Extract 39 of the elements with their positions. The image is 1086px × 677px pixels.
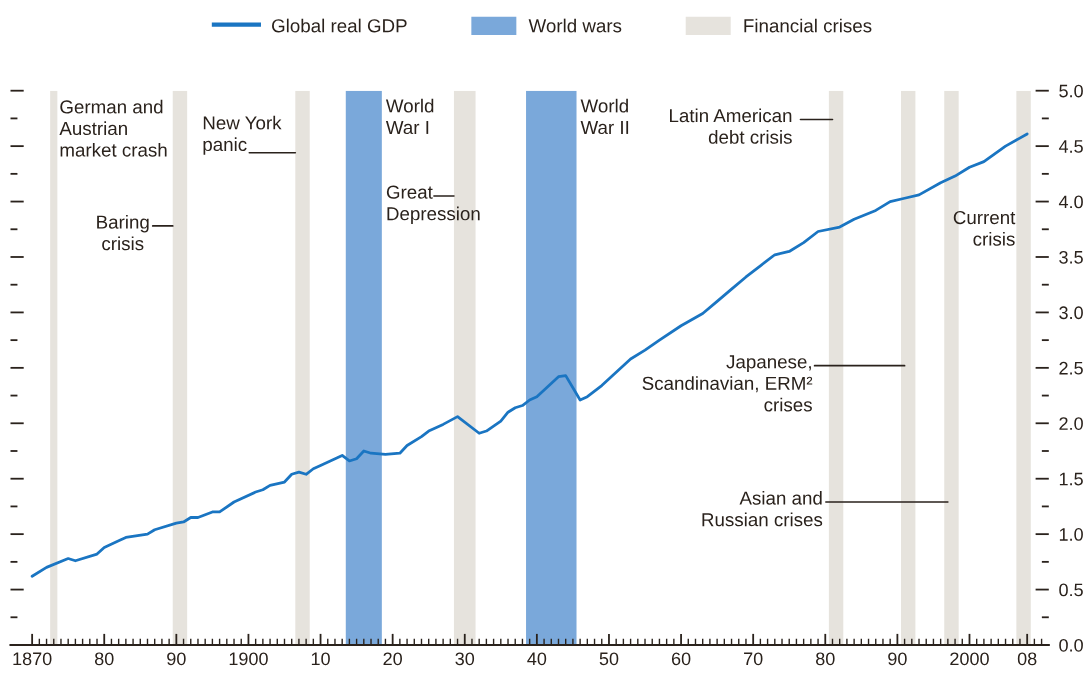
legend-label: World wars	[528, 18, 622, 33]
x-tick-label: 2000	[950, 652, 989, 666]
annotation: Latin American debt crisis	[670, 108, 792, 144]
legend-label: Financial crises	[744, 18, 872, 33]
y-tick-label: 3.0	[1059, 306, 1083, 320]
x-tick-label: 80	[94, 652, 114, 666]
x-tick-label: 50	[599, 652, 619, 666]
y-tick-label: 0.0	[1059, 638, 1083, 652]
x-tick-label: 40	[527, 652, 547, 666]
annotation: World War I	[385, 98, 434, 135]
annotation: Asian and Russian crises	[702, 490, 823, 527]
annotation: Great Depression	[386, 185, 480, 225]
x-tick-label: 90	[888, 652, 907, 666]
annotation: World War II	[580, 98, 629, 135]
y-tick-label: 2.5	[1059, 361, 1083, 375]
x-tick-label: 60	[671, 652, 691, 666]
y-tick-label: 3.5	[1059, 250, 1083, 264]
y-tick-label: 2.0	[1059, 417, 1083, 430]
annotation: German and Austrian market crash	[59, 99, 167, 157]
x-tick-label: 10	[311, 652, 330, 666]
y-tick-label: 4.0	[1058, 195, 1083, 209]
y-tick-label: 0.5	[1059, 583, 1083, 597]
y-tick-label: 1.0	[1059, 528, 1083, 541]
annotation: Baring crisis	[97, 214, 149, 251]
x-tick-label: 20	[383, 652, 402, 666]
annotation: Current crisis	[953, 210, 1016, 246]
x-tick-label: 90	[167, 652, 186, 666]
x-tick-label: 1900	[229, 652, 268, 666]
legend-label: Global real GDP	[272, 18, 407, 33]
annotation: New York panic	[203, 115, 282, 155]
x-tick-label: 08	[1017, 652, 1037, 666]
x-tick-label: 1870	[13, 652, 52, 666]
y-tick-label: 4.5	[1058, 140, 1083, 153]
y-tick-label: 1.5	[1059, 472, 1083, 486]
x-tick-label: 70	[744, 652, 763, 666]
x-tick-label: 30	[455, 652, 475, 666]
annotation: Japanese, Scandinavian, ERM² crises	[642, 355, 813, 412]
y-tick-label: 5.0	[1059, 84, 1083, 98]
x-tick-label: 80	[816, 652, 835, 666]
